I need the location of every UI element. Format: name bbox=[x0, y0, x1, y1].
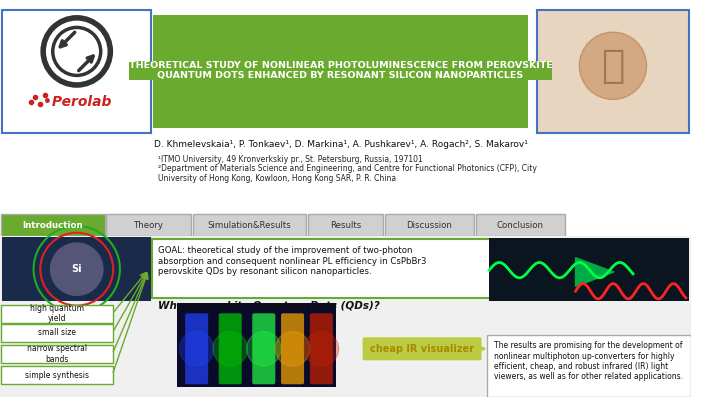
FancyBboxPatch shape bbox=[281, 313, 304, 384]
Text: Results: Results bbox=[330, 221, 361, 230]
FancyBboxPatch shape bbox=[252, 313, 275, 384]
Text: THEORETICAL STUDY OF NONLINEAR PHOTOLUMINESCENCE FROM PEROVSKITE
QUANTUM DOTS EN: THEORETICAL STUDY OF NONLINEAR PHOTOLUMI… bbox=[129, 61, 552, 80]
FancyBboxPatch shape bbox=[2, 10, 150, 133]
Text: Conclusion: Conclusion bbox=[497, 221, 544, 230]
Text: cheap IR visualizer: cheap IR visualizer bbox=[370, 344, 474, 354]
FancyBboxPatch shape bbox=[151, 239, 491, 298]
FancyBboxPatch shape bbox=[185, 313, 208, 384]
FancyBboxPatch shape bbox=[308, 215, 383, 236]
Text: Simulation&Results: Simulation&Results bbox=[207, 221, 292, 230]
Text: narrow spectral
bands: narrow spectral bands bbox=[27, 344, 86, 364]
FancyBboxPatch shape bbox=[489, 239, 689, 301]
Text: Theory: Theory bbox=[134, 221, 163, 230]
Text: simple synthesis: simple synthesis bbox=[24, 371, 89, 379]
FancyBboxPatch shape bbox=[476, 215, 565, 236]
Text: 👤: 👤 bbox=[601, 47, 625, 85]
FancyBboxPatch shape bbox=[487, 335, 690, 397]
Text: •Perolab: •Perolab bbox=[42, 95, 111, 109]
Text: Discussion: Discussion bbox=[406, 221, 452, 230]
Text: D. Khmelevskaia¹, P. Tonkaev¹, D. Markina¹, A. Pushkarev¹, A. Rogach², S. Makaro: D. Khmelevskaia¹, P. Tonkaev¹, D. Markin… bbox=[153, 140, 528, 149]
Circle shape bbox=[304, 332, 338, 366]
Circle shape bbox=[179, 332, 214, 366]
Text: The results are promising for the development of
nonlinear multiphoton up-conver: The results are promising for the develo… bbox=[494, 341, 683, 382]
FancyBboxPatch shape bbox=[153, 15, 528, 128]
FancyBboxPatch shape bbox=[1, 345, 113, 363]
Text: Why perovskite Quantum Dots (QDs)?: Why perovskite Quantum Dots (QDs)? bbox=[158, 301, 379, 311]
FancyBboxPatch shape bbox=[2, 237, 150, 301]
FancyBboxPatch shape bbox=[1, 366, 113, 384]
FancyBboxPatch shape bbox=[537, 10, 689, 133]
Text: ²Department of Materials Science and Engineering, and Centre for Functional Phot: ²Department of Materials Science and Eng… bbox=[158, 164, 537, 183]
FancyBboxPatch shape bbox=[193, 215, 306, 236]
FancyBboxPatch shape bbox=[1, 324, 113, 342]
Circle shape bbox=[213, 332, 248, 366]
Circle shape bbox=[580, 32, 647, 99]
FancyBboxPatch shape bbox=[0, 236, 690, 397]
FancyBboxPatch shape bbox=[1, 215, 104, 236]
Circle shape bbox=[50, 242, 104, 296]
Polygon shape bbox=[575, 258, 614, 286]
FancyBboxPatch shape bbox=[107, 215, 191, 236]
Text: GOAL: theoretical study of the improvement of two-photon
absorption and conseque: GOAL: theoretical study of the improveme… bbox=[158, 246, 427, 276]
Circle shape bbox=[246, 332, 281, 366]
Text: high quantum
yield: high quantum yield bbox=[30, 304, 84, 324]
FancyBboxPatch shape bbox=[310, 313, 333, 384]
Text: small size: small size bbox=[37, 328, 76, 337]
FancyBboxPatch shape bbox=[363, 337, 482, 360]
FancyBboxPatch shape bbox=[384, 215, 474, 236]
Circle shape bbox=[275, 332, 310, 366]
FancyBboxPatch shape bbox=[177, 303, 336, 387]
Text: Si: Si bbox=[71, 264, 82, 274]
Text: Introduction: Introduction bbox=[22, 221, 83, 230]
Text: ¹ITMO University, 49 Kronverkskiy pr., St. Petersburg, Russia, 197101: ¹ITMO University, 49 Kronverkskiy pr., S… bbox=[158, 155, 423, 164]
FancyBboxPatch shape bbox=[1, 305, 113, 323]
FancyBboxPatch shape bbox=[219, 313, 242, 384]
